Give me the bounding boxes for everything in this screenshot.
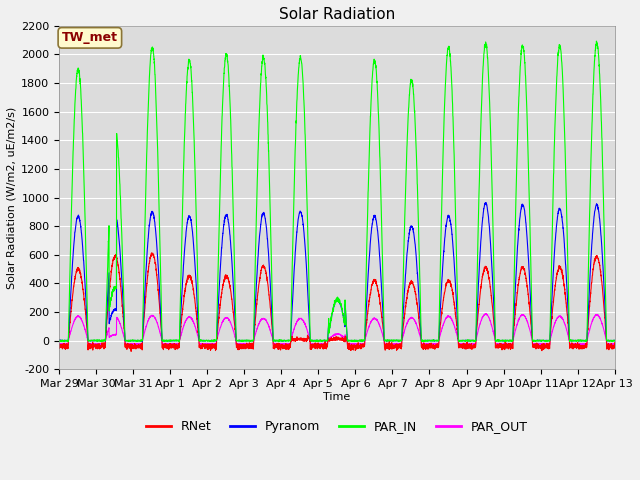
RNet	[317, 342, 324, 348]
RNet	[127, 348, 135, 354]
PAR_IN	[493, 338, 501, 344]
Y-axis label: Solar Radiation (W/m2, uE/m2/s): Solar Radiation (W/m2, uE/m2/s)	[7, 107, 17, 288]
RNet	[611, 344, 618, 349]
PAR_IN	[175, 339, 183, 345]
PAR_IN	[611, 337, 618, 343]
PAR_OUT	[611, 341, 618, 347]
RNet	[431, 345, 438, 351]
RNet	[461, 343, 469, 349]
Line: PAR_OUT: PAR_OUT	[59, 313, 614, 345]
PAR_IN	[55, 337, 63, 343]
Pyranom	[139, 339, 147, 345]
RNet	[55, 343, 63, 349]
Line: PAR_IN: PAR_IN	[59, 41, 614, 342]
RNet	[493, 343, 501, 348]
Pyranom	[55, 337, 63, 343]
Pyranom	[611, 337, 618, 343]
Pyranom	[461, 338, 469, 344]
Line: Pyranom: Pyranom	[59, 203, 614, 342]
PAR_IN	[611, 337, 618, 343]
PAR_IN	[316, 337, 324, 343]
PAR_IN	[593, 38, 600, 44]
Text: TW_met: TW_met	[62, 31, 118, 44]
PAR_IN	[431, 338, 438, 344]
Pyranom	[493, 337, 501, 343]
Title: Solar Radiation: Solar Radiation	[279, 7, 395, 22]
PAR_OUT	[155, 326, 163, 332]
PAR_IN	[155, 198, 163, 204]
Pyranom	[431, 337, 438, 343]
PAR_OUT	[55, 341, 63, 347]
PAR_OUT	[461, 341, 469, 347]
Pyranom	[316, 337, 324, 343]
Legend: RNet, Pyranom, PAR_IN, PAR_OUT: RNet, Pyranom, PAR_IN, PAR_OUT	[141, 416, 533, 438]
PAR_OUT	[431, 341, 438, 347]
PAR_OUT	[611, 342, 618, 348]
PAR_OUT	[61, 342, 69, 348]
Line: RNet: RNet	[59, 253, 614, 351]
PAR_OUT	[316, 341, 324, 347]
X-axis label: Time: Time	[323, 392, 351, 402]
RNet	[148, 250, 156, 256]
Pyranom	[482, 200, 490, 205]
Pyranom	[155, 278, 163, 284]
PAR_OUT	[493, 342, 501, 348]
PAR_OUT	[482, 311, 490, 316]
RNet	[611, 340, 618, 346]
Pyranom	[611, 337, 618, 343]
PAR_IN	[461, 338, 469, 344]
RNet	[156, 299, 163, 305]
